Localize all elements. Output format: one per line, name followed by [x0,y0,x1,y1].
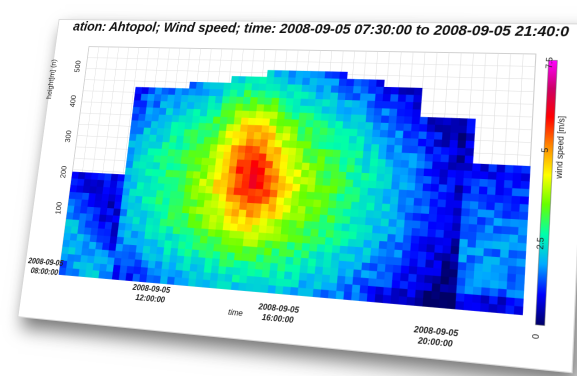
colorbar-tick-label: 2.5 [535,237,547,250]
x-axis-label: time [227,307,244,319]
colorbar-tick-label: 7.5 [544,57,555,69]
colorbar [535,60,557,325]
chart-card: ation: Ahtopol; Wind speed; time: 2008-0… [17,19,577,374]
wind-speed-heatmap [18,20,577,372]
heatmap-cells [58,70,531,316]
colorbar-tick-label: 5 [540,147,551,153]
colorbar-tick-label: 0 [530,333,542,340]
